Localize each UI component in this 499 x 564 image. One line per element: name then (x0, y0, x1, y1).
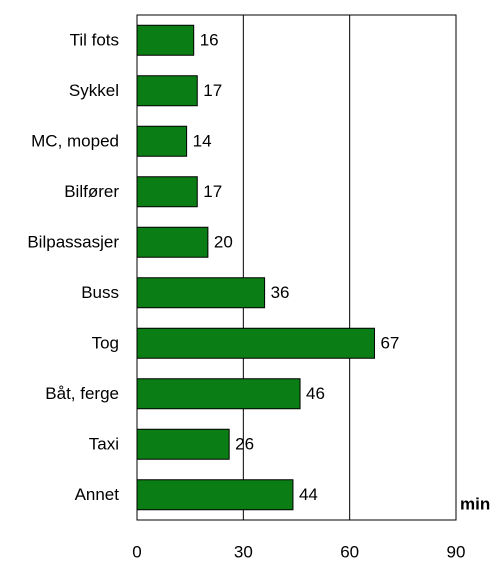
value-label: 14 (193, 132, 212, 151)
bar (136, 75, 198, 107)
bar (136, 479, 294, 511)
x-tick-label: 60 (340, 542, 359, 561)
y-tick-label: Bilfører (64, 182, 119, 201)
value-label: 67 (380, 334, 399, 353)
bar (136, 378, 301, 410)
value-label: 44 (299, 485, 318, 504)
x-tick-label: 30 (234, 542, 253, 561)
value-label: 36 (271, 283, 290, 302)
bar (136, 125, 188, 157)
bar (136, 327, 375, 359)
value-label: 46 (306, 384, 325, 403)
bar (136, 428, 230, 460)
x-tick-label: 0 (132, 542, 141, 561)
value-label: 20 (214, 233, 233, 252)
bar (136, 24, 195, 56)
y-tick-label: Annet (75, 485, 120, 504)
y-tick-label: Buss (81, 283, 119, 302)
value-label: 26 (235, 435, 254, 454)
value-label: 17 (203, 182, 222, 201)
y-tick-label: Taxi (89, 435, 119, 454)
value-label: 17 (203, 81, 222, 100)
x-tick-label: 90 (447, 542, 466, 561)
y-tick-label: MC, moped (31, 132, 119, 151)
bar (136, 277, 266, 309)
bar (136, 226, 209, 258)
value-label: 16 (200, 31, 219, 50)
y-tick-label: Båt, ferge (45, 384, 119, 403)
bar (136, 176, 198, 208)
y-tick-label: Bilpassasjer (27, 233, 119, 252)
plot-frame (136, 14, 457, 521)
y-tick-label: Tog (92, 334, 119, 353)
y-tick-label: Sykkel (69, 81, 119, 100)
y-tick-label: Til fots (70, 31, 119, 50)
x-axis-label: min (460, 494, 490, 513)
